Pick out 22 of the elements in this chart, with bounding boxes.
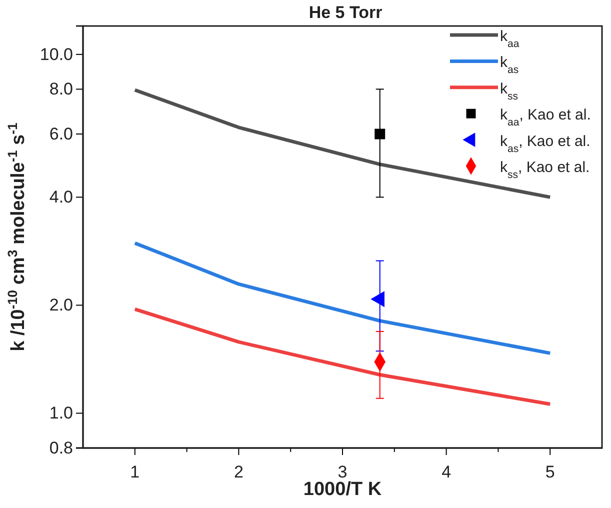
legend-label: k$_{aa}$, Kao et al. — [500, 106, 591, 129]
legend-label: k$_{aa}$ — [500, 28, 520, 50]
x-tick-label: 4 — [442, 462, 452, 482]
legend-label: k$_{as}$, Kao et al. — [500, 132, 590, 155]
y-tick-label: 6.0 — [49, 124, 73, 144]
y-tick-label: 2.0 — [49, 296, 73, 315]
x-tick-label: 1 — [130, 462, 140, 482]
line-series — [133, 241, 552, 355]
legend-label: k$_{as}$ — [500, 54, 519, 76]
y-tick-label: 8.0 — [49, 80, 73, 99]
x-tick-label: 5 — [545, 462, 555, 482]
chart-title: He 5 Torr — [308, 3, 383, 22]
x-tick-label: 2 — [234, 462, 244, 482]
y-tick-label: 0.8 — [49, 438, 73, 458]
line-series — [133, 307, 552, 406]
x-tick-label: 3 — [338, 462, 348, 482]
legend-label: k$_{ss}$ — [500, 80, 518, 102]
y-tick-label: 4.0 — [49, 188, 73, 207]
legend-label: k$_{ss}$, Kao et al. — [500, 159, 590, 181]
x-axis-title: 1000/T K — [303, 479, 382, 500]
y-tick-label: 10.0 — [40, 44, 73, 64]
y-tick-label: 1.0 — [49, 404, 73, 423]
